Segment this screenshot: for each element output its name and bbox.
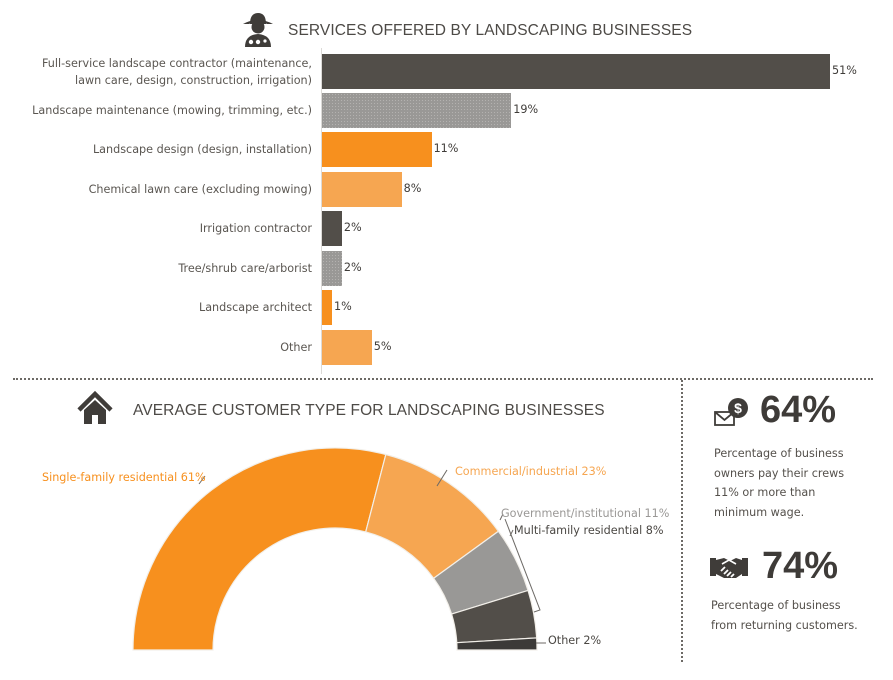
horizontal-divider: [13, 378, 873, 380]
bar-value-label: 51%: [832, 64, 857, 77]
bar-value-label: 11%: [433, 142, 459, 155]
stat-returning-value: 74%: [762, 545, 839, 587]
donut-label: Commercial/industrial 23%: [455, 465, 607, 478]
donut-label: Other 2%: [548, 634, 602, 647]
bar-value-label: 2%: [343, 261, 362, 274]
donut-slice: [132, 447, 387, 651]
bar-value-label: 8%: [403, 182, 422, 195]
bar-label: Irrigation contractor: [199, 222, 312, 235]
bar-value-label: 19%: [513, 103, 539, 116]
bar-value-label: 1%: [333, 300, 352, 313]
vertical-divider: [681, 380, 683, 662]
bar-label: Landscape design (design, installation): [92, 143, 312, 156]
bar-label: Landscape architect: [198, 301, 312, 314]
stat-returning-description: Percentage of business from returning cu…: [711, 599, 858, 632]
donut-label: Government/institutional 11%: [501, 507, 670, 520]
customer-type-title: AVERAGE CUSTOMER TYPE FOR LANDSCAPING BU…: [133, 402, 605, 419]
house-icon: [77, 390, 113, 428]
bar-label: Chemical lawn care (excluding mowing): [88, 183, 312, 196]
donut-label: Single-family residential 61%: [42, 471, 206, 484]
stat-crew-pay-description: Percentage of business owners pay their …: [714, 447, 845, 519]
bar: [322, 330, 372, 365]
bar-value-label: 2%: [343, 221, 362, 234]
svg-text:$: $: [734, 400, 742, 416]
bar-label: Other: [280, 341, 312, 354]
bar-value-label: 5%: [373, 340, 392, 353]
landscaper-person-icon: [240, 10, 276, 48]
bar: [322, 290, 332, 325]
bar: [322, 172, 402, 207]
donut-label: Multi-family residential 8%: [514, 524, 664, 537]
bar-label: Tree/shrub care/arborist: [178, 262, 312, 275]
handshake-icon: [710, 554, 748, 582]
bar-chart-axis: [321, 48, 322, 374]
bar: [322, 132, 432, 167]
bar-label: Landscape maintenance (mowing, trimming,…: [32, 104, 312, 117]
bar: [322, 251, 342, 286]
bar-label: Full-service landscape contractor (maint…: [41, 56, 312, 87]
bar: [322, 93, 512, 128]
leader-line: [436, 469, 448, 487]
leader-line: [499, 513, 541, 613]
leader-line: [198, 475, 206, 485]
services-title: SERVICES OFFERED BY LANDSCAPING BUSINESS…: [288, 22, 693, 39]
bar: [322, 211, 342, 246]
envelope-dollar-icon: $: [714, 396, 750, 428]
stat-crew-pay-value: 64%: [760, 389, 837, 431]
donut-slice: [456, 637, 538, 651]
bar: [322, 54, 830, 89]
leader-line: [509, 529, 514, 537]
customer-type-half-donut: [132, 447, 546, 651]
